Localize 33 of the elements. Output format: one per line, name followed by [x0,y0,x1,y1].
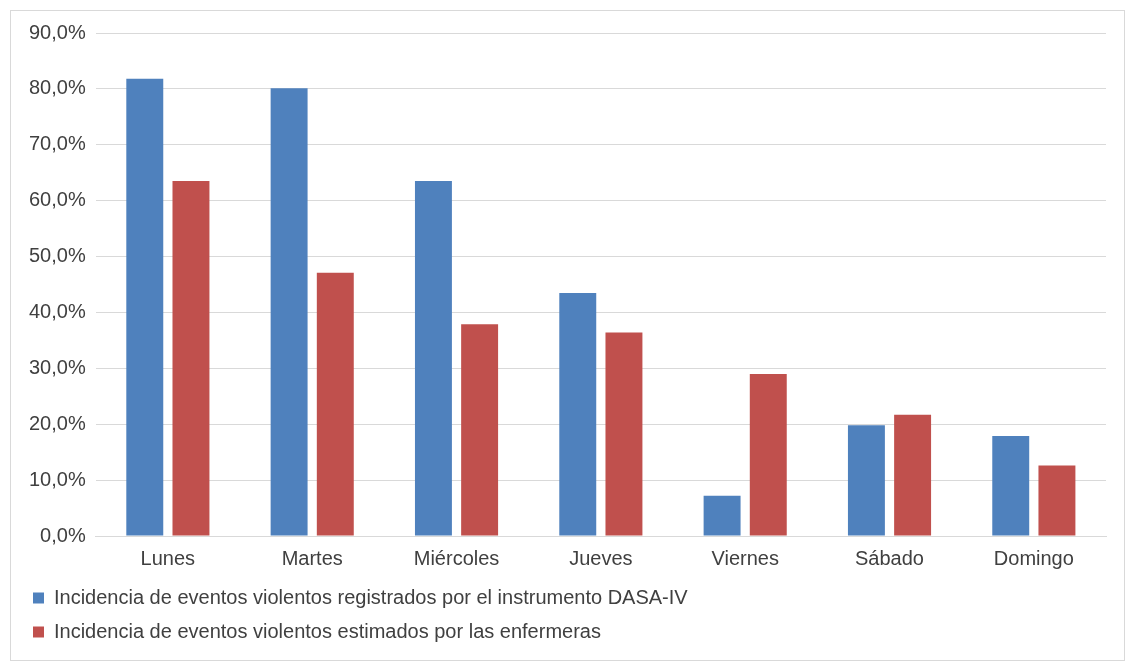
y-tick-label: 80,0% [28,76,86,99]
bar [1038,465,1076,536]
bar [703,495,741,536]
y-tick-label: 60,0% [28,188,86,211]
legend-label: Incidencia de eventos violentos estimados por las enfermeras [54,619,601,642]
bar [461,324,499,536]
y-tick-label: 20,0% [28,411,86,434]
y-tick-label: 0,0% [40,523,86,546]
bar [126,78,164,536]
x-tick-label: Viernes [711,546,779,569]
legend-label: Incidencia de eventos violentos registrados por el instrumento DASA-IV [54,585,689,608]
x-tick-label: Domingo [993,546,1074,569]
bar [414,181,452,536]
y-tick-label: 90,0% [28,20,86,43]
y-tick-label: 30,0% [28,355,86,378]
y-tick-label: 50,0% [28,244,86,267]
bar [559,292,597,536]
bar [316,272,354,536]
bar [749,373,787,536]
x-tick-label: Lunes [140,546,196,569]
bar [992,435,1030,536]
x-tick-label: Sábado [855,546,924,569]
x-tick-label: Martes [281,546,343,569]
bar [605,332,643,536]
bar [847,425,885,536]
x-tick-label: Miércoles [413,546,500,569]
bar [894,414,932,536]
y-tick-label: 70,0% [28,132,86,155]
y-tick-label: 40,0% [28,299,86,322]
bar [172,181,210,536]
bar [270,88,308,536]
x-tick-label: Jueves [569,546,633,569]
y-tick-label: 10,0% [28,467,86,490]
